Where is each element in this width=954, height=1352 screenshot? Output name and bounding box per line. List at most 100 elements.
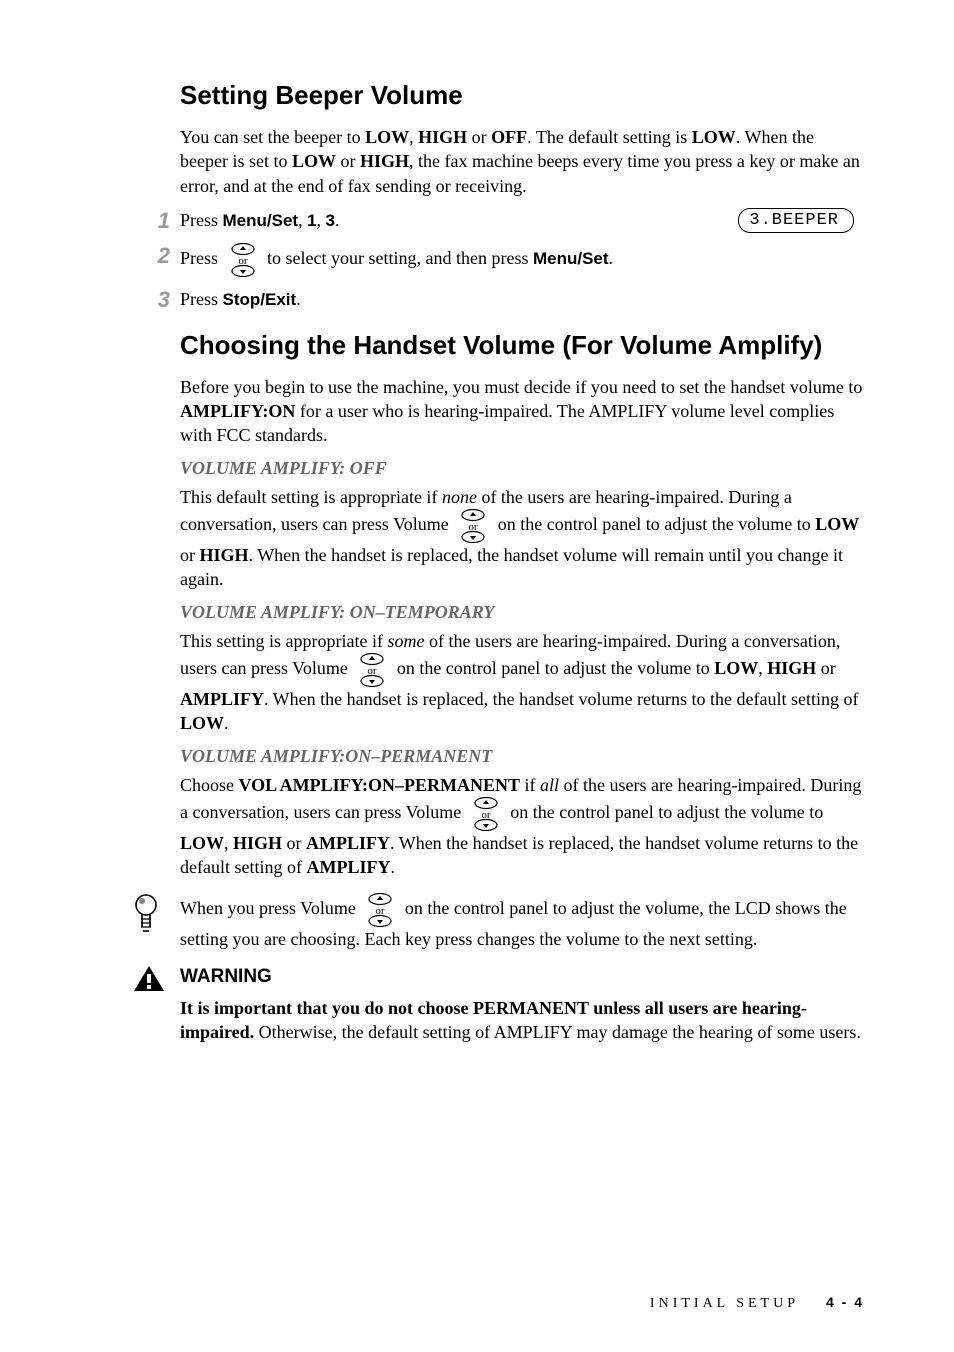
- term-high: HIGH: [200, 545, 249, 565]
- step-3: 3 Press Stop/Exit.: [138, 287, 864, 312]
- up-down-or-icon: or: [364, 893, 396, 927]
- em-all: all: [540, 775, 559, 795]
- subhead-amplify-on-temporary: VOLUME AMPLIFY: ON–TEMPORARY: [180, 602, 864, 623]
- text: . The default setting is: [527, 127, 692, 147]
- up-down-or-icon: or: [457, 509, 489, 543]
- text: Otherwise, the default setting of AMPLIF…: [254, 1022, 861, 1042]
- text: ,: [409, 127, 418, 147]
- text: .: [296, 289, 301, 309]
- text: on the control panel to adjust the volum…: [392, 658, 714, 678]
- step-text: Press Menu/Set, 1, 3.: [180, 210, 340, 230]
- text: Press: [180, 289, 223, 309]
- text: .: [609, 248, 614, 268]
- hint-text: When you press Volume or on the control …: [180, 893, 864, 951]
- subhead-amplify-on-permanent: VOLUME AMPLIFY:ON–PERMANENT: [180, 746, 864, 767]
- step-text: Press Stop/Exit.: [180, 289, 301, 309]
- section2-title: Choosing the Handset Volume (For Volume …: [180, 330, 864, 361]
- text: Choose: [180, 775, 239, 795]
- term-low: LOW: [692, 127, 736, 147]
- hint-note: When you press Volume or on the control …: [132, 893, 864, 951]
- footer-section-name: INITIAL SETUP: [650, 1296, 799, 1311]
- svg-text:or: or: [469, 521, 479, 533]
- svg-text:or: or: [481, 809, 491, 821]
- text: . When the handset is replaced, the hand…: [180, 545, 843, 589]
- text: Press: [180, 210, 223, 230]
- menu-set-button-label: Menu/Set: [533, 249, 609, 268]
- term-low: LOW: [180, 833, 224, 853]
- svg-text:or: or: [376, 905, 386, 917]
- text: ,: [758, 658, 767, 678]
- term-low: LOW: [292, 151, 336, 171]
- step-1: 1 Press Menu/Set, 1, 3. 3.BEEPER: [138, 208, 864, 233]
- key-1: 1: [307, 211, 316, 230]
- step-number: 2: [138, 243, 170, 269]
- amplify-off-body: This default setting is appropriate if n…: [180, 485, 864, 592]
- text: This default setting is appropriate if: [180, 487, 442, 507]
- subhead-amplify-off: VOLUME AMPLIFY: OFF: [180, 458, 864, 479]
- text: Press: [180, 248, 223, 268]
- step-2: 2 Press or to select your setting, and t…: [138, 243, 864, 277]
- svg-text:or: or: [368, 665, 378, 677]
- term-high: HIGH: [360, 151, 409, 171]
- svg-text:or: or: [238, 255, 248, 267]
- text: ,: [224, 833, 233, 853]
- em-none: none: [442, 487, 477, 507]
- term-low: LOW: [714, 658, 758, 678]
- section1-intro: You can set the beeper to LOW, HIGH or O…: [180, 125, 864, 198]
- lightbulb-icon: [132, 893, 160, 942]
- text: .: [224, 713, 229, 733]
- em-some: some: [387, 631, 424, 651]
- amplify-on-permanent-body: Choose VOL AMPLIFY:ON–PERMANENT if all o…: [180, 773, 864, 880]
- step-text: Press or to select your setting, and the…: [180, 248, 613, 268]
- text: Before you begin to use the machine, you…: [180, 377, 862, 397]
- text: if: [520, 775, 540, 795]
- text: You can set the beeper to: [180, 127, 365, 147]
- term-amplify: AMPLIFY: [180, 689, 264, 709]
- step-number: 1: [138, 208, 170, 234]
- term-off: OFF: [491, 127, 527, 147]
- step-number: 3: [138, 287, 170, 313]
- text: on the control panel to adjust the volum…: [493, 514, 815, 534]
- up-down-or-icon: or: [470, 797, 502, 831]
- key-3: 3: [326, 211, 335, 230]
- text: or: [282, 833, 306, 853]
- term-high: HIGH: [418, 127, 467, 147]
- menu-set-button-label: Menu/Set: [223, 211, 299, 230]
- term-amplify: AMPLIFY: [306, 857, 390, 877]
- text: or: [180, 545, 200, 565]
- term-high: HIGH: [233, 833, 282, 853]
- amplify-on-temporary-body: This setting is appropriate if some of t…: [180, 629, 864, 736]
- term-amplify-on: AMPLIFY:ON: [180, 401, 295, 421]
- lcd-text: 3.BEEPER: [749, 211, 839, 230]
- section2-intro: Before you begin to use the machine, you…: [180, 375, 864, 448]
- text: ,: [317, 210, 326, 230]
- text: on the control panel to adjust the volum…: [506, 802, 823, 822]
- lcd-display: 3.BEEPER: [738, 208, 854, 233]
- text: .: [390, 857, 395, 877]
- up-down-or-icon: or: [356, 653, 388, 687]
- section1-title: Setting Beeper Volume: [180, 80, 864, 111]
- text: .: [335, 210, 340, 230]
- stop-exit-button-label: Stop/Exit: [223, 290, 297, 309]
- term-amplify: AMPLIFY: [306, 833, 390, 853]
- footer: INITIAL SETUP 4 - 4: [650, 1294, 864, 1312]
- text: or: [467, 127, 491, 147]
- text: or: [336, 151, 360, 171]
- page-number: 4 - 4: [826, 1294, 864, 1310]
- term-low: LOW: [815, 514, 859, 534]
- warning-text: It is important that you do not choose P…: [180, 996, 864, 1045]
- term-low: LOW: [365, 127, 409, 147]
- text: to select your setting, and then press: [263, 248, 533, 268]
- text: or: [816, 658, 836, 678]
- term-high: HIGH: [767, 658, 816, 678]
- text: When you press Volume: [180, 899, 360, 919]
- text: . When the handset is replaced, the hand…: [264, 689, 859, 709]
- term-vol-amplify-on-permanent: VOL AMPLIFY:ON–PERMANENT: [239, 775, 521, 795]
- warning-triangle-icon: [132, 964, 166, 1002]
- term-low: LOW: [180, 713, 224, 733]
- warning-label: WARNING: [180, 966, 864, 988]
- up-down-or-icon: or: [227, 243, 259, 277]
- text: This setting is appropriate if: [180, 631, 387, 651]
- text: ,: [298, 210, 307, 230]
- warning-block: WARNING It is important that you do not …: [132, 966, 864, 1045]
